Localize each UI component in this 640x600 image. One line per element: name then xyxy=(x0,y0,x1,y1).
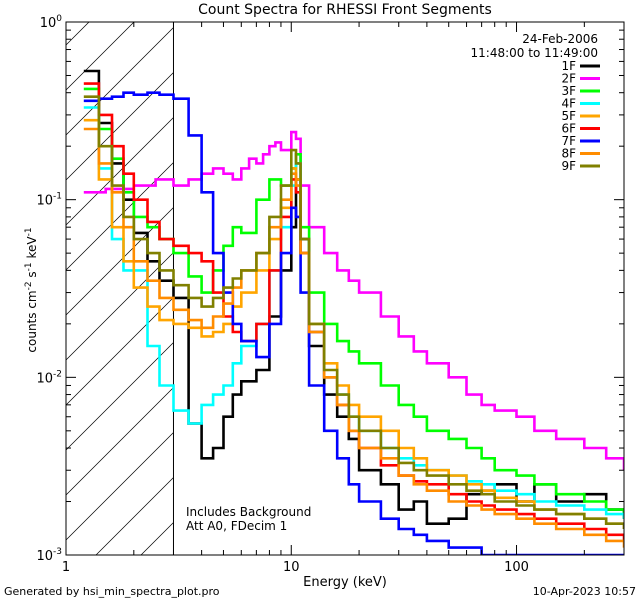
hatch-line xyxy=(66,22,90,46)
y-label-part-3: keV xyxy=(25,236,39,263)
series-line-6F xyxy=(83,82,624,541)
y-tick-base: 10 xyxy=(40,16,57,31)
hatch-line xyxy=(66,72,174,181)
y-tick-exponent: -3 xyxy=(53,547,62,557)
y-axis-label: counts cm-2 s-1 keV-1 xyxy=(24,227,39,352)
hatch-line xyxy=(66,342,174,451)
time-range-label: 11:48:00 to 11:49:00 xyxy=(471,46,598,60)
y-tick-label: 100 xyxy=(40,14,63,31)
hatch-line xyxy=(66,162,174,271)
x-axis-label: Energy (keV) xyxy=(303,575,387,590)
series-line-2F xyxy=(83,130,624,471)
legend-label-8F: 8F xyxy=(561,147,576,161)
legend-label-2F: 2F xyxy=(561,72,576,86)
hatch-line xyxy=(66,207,174,316)
footer-generated-by: Generated by hsi_min_spectra_plot.pro xyxy=(4,585,220,598)
y-label-exp-1: -2 xyxy=(24,281,34,290)
hatch-line xyxy=(66,27,174,136)
hatch-line xyxy=(95,477,174,555)
y-tick-base: 10 xyxy=(36,194,53,209)
legend-label-3F: 3F xyxy=(561,84,576,98)
plot-frame xyxy=(65,21,625,556)
legend-label-7F: 7F xyxy=(561,134,576,148)
y-tick-exponent: -2 xyxy=(53,369,62,379)
legend-label-1F: 1F xyxy=(561,59,576,73)
series-line-9F xyxy=(83,95,624,529)
hatch-line xyxy=(66,432,174,541)
axis-ticks xyxy=(65,21,625,556)
x-tick-label: 10 xyxy=(283,560,300,575)
y-label-part-1: counts cm xyxy=(25,290,39,352)
annotation-attenuator: Att A0, FDecim 1 xyxy=(186,519,287,533)
y-label-exp-3: -1 xyxy=(24,227,34,236)
series-line-4F xyxy=(83,106,624,519)
y-tick-base: 10 xyxy=(36,371,53,386)
series-layer xyxy=(83,69,624,555)
series-line-3F xyxy=(83,87,624,519)
footer-timestamp: 10-Apr-2023 10:57 xyxy=(533,585,636,598)
hatch-line xyxy=(66,22,135,91)
date-label: 24-Feb-2006 xyxy=(522,32,598,46)
y-tick-exponent: -1 xyxy=(53,192,62,202)
y-tick-base: 10 xyxy=(36,549,53,564)
x-tick-labels: 1 10 100 xyxy=(62,560,529,575)
y-tick-label: 10-3 xyxy=(36,547,62,564)
hatch-line xyxy=(0,22,44,555)
x-tick-label: 1 xyxy=(62,560,70,575)
x-tick-label: 100 xyxy=(504,560,529,575)
legend-label-4F: 4F xyxy=(561,97,576,111)
y-tick-exponent: 0 xyxy=(56,14,62,24)
y-tick-label: 10-2 xyxy=(36,369,62,386)
y-label-part-2: s xyxy=(25,271,39,281)
legend-label-5F: 5F xyxy=(561,109,576,123)
series-line-7F xyxy=(83,91,624,555)
y-tick-label: 10-1 xyxy=(36,192,62,209)
legend-label-9F: 9F xyxy=(561,159,576,173)
legend-label-6F: 6F xyxy=(561,122,576,136)
series-line-8F xyxy=(83,127,624,548)
chart-title: Count Spectra for RHESSI Front Segments xyxy=(198,2,492,18)
y-label-exp-2: -1 xyxy=(24,262,34,271)
annotation-background: Includes Background xyxy=(186,505,311,519)
hatch-line xyxy=(66,387,174,496)
series-line-5F xyxy=(83,118,624,529)
